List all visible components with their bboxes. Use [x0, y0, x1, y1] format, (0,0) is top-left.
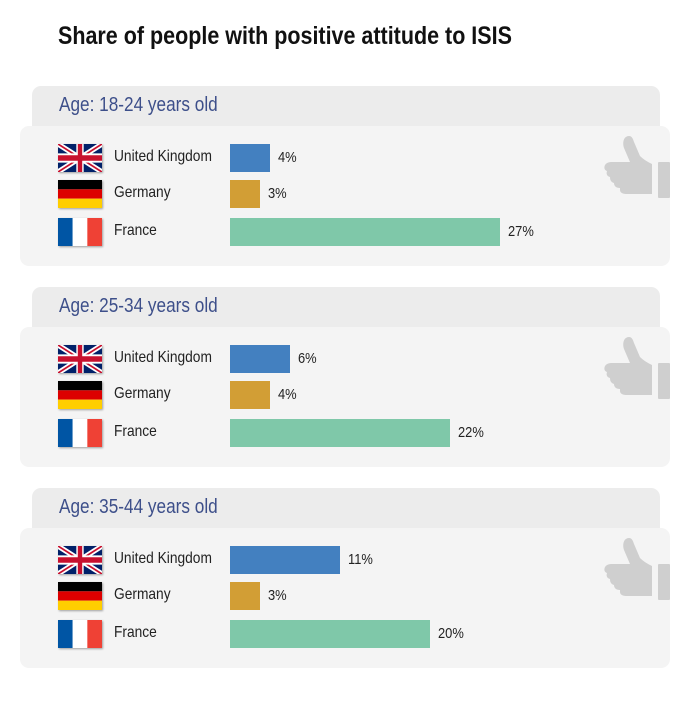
age-group-panel: Age: 18-24 years old United Kingdom 4% Germ…: [20, 86, 670, 268]
bar-row: France 27%: [20, 218, 670, 246]
germany-flag-icon: [58, 381, 102, 409]
bar-row: United Kingdom 11%: [20, 546, 670, 574]
uk-flag-icon: [58, 546, 102, 574]
country-label: France: [114, 423, 157, 440]
age-group-label: Age: 18-24 years old: [59, 94, 218, 116]
value-label: 3%: [268, 587, 287, 604]
bar-card: United Kingdom 6% Germany 4% France 22%: [20, 327, 670, 467]
bar: [230, 180, 260, 208]
country-label: Germany: [114, 184, 171, 201]
value-label: 27%: [508, 223, 534, 240]
country-label: United Kingdom: [114, 148, 212, 165]
country-label: United Kingdom: [114, 550, 212, 567]
bar-row: Germany 4%: [20, 381, 670, 409]
uk-flag-icon: [58, 144, 102, 172]
bar: [230, 381, 270, 409]
bar-row: United Kingdom 4%: [20, 144, 670, 172]
bar: [230, 419, 450, 447]
france-flag-icon: [58, 419, 102, 447]
chart-title: Share of people with positive attitude t…: [58, 22, 512, 50]
age-group-panel: Age: 35-44 years old United Kingdom 11% Ger…: [20, 488, 670, 670]
country-label: Germany: [114, 385, 171, 402]
bar-row: United Kingdom 6%: [20, 345, 670, 373]
age-group-tab: Age: 35-44 years old: [32, 488, 660, 534]
age-group-tab: Age: 18-24 years old: [32, 86, 660, 132]
thumbs-up-icon: [602, 536, 670, 602]
age-group-label: Age: 25-34 years old: [59, 295, 218, 317]
age-group-label: Age: 35-44 years old: [59, 496, 218, 518]
value-label: 11%: [348, 551, 373, 568]
france-flag-icon: [58, 218, 102, 246]
value-label: 3%: [268, 185, 287, 202]
bar-card: United Kingdom 4% Germany 3% France 27%: [20, 126, 670, 266]
bar: [230, 345, 290, 373]
country-label: United Kingdom: [114, 349, 212, 366]
bar: [230, 218, 500, 246]
country-label: France: [114, 624, 157, 641]
bar-card: United Kingdom 11% Germany 3% France 20%: [20, 528, 670, 668]
bar: [230, 546, 340, 574]
age-group-panel: Age: 25-34 years old United Kingdom 6% Germ…: [20, 287, 670, 469]
value-label: 22%: [458, 424, 484, 441]
age-group-tab: Age: 25-34 years old: [32, 287, 660, 333]
thumbs-up-icon: [602, 134, 670, 200]
value-label: 6%: [298, 350, 317, 367]
country-label: France: [114, 222, 157, 239]
value-label: 4%: [278, 386, 297, 403]
bar-row: France 20%: [20, 620, 670, 648]
bar: [230, 144, 270, 172]
thumbs-up-icon: [602, 335, 670, 401]
bar-row: Germany 3%: [20, 582, 670, 610]
bar: [230, 582, 260, 610]
value-label: 20%: [438, 625, 464, 642]
france-flag-icon: [58, 620, 102, 648]
value-label: 4%: [278, 149, 297, 166]
uk-flag-icon: [58, 345, 102, 373]
country-label: Germany: [114, 586, 171, 603]
bar: [230, 620, 430, 648]
bar-row: France 22%: [20, 419, 670, 447]
germany-flag-icon: [58, 582, 102, 610]
germany-flag-icon: [58, 180, 102, 208]
bar-row: Germany 3%: [20, 180, 670, 208]
